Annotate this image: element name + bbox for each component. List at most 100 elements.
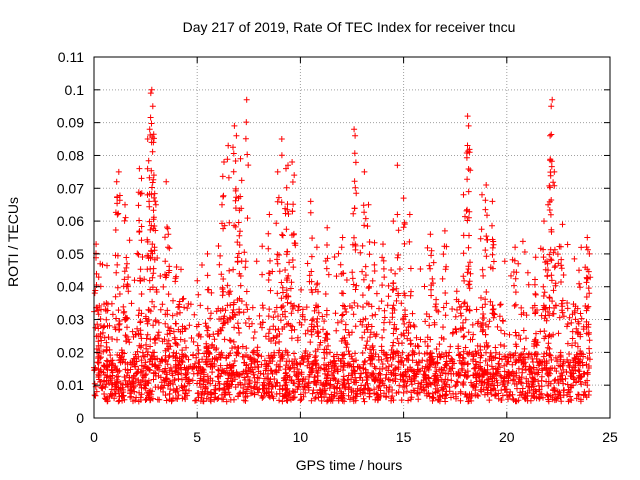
data-point: [503, 373, 510, 380]
data-point: [409, 310, 416, 317]
data-point: [160, 388, 167, 395]
data-point: [308, 268, 315, 275]
data-point: [464, 303, 471, 310]
data-point: [339, 335, 346, 342]
data-point: [391, 321, 398, 328]
data-point: [266, 306, 273, 313]
data-point: [568, 319, 575, 326]
data-point: [454, 379, 461, 386]
data-point: [182, 390, 189, 397]
data-point: [479, 304, 486, 311]
data-point: [424, 381, 430, 388]
data-point: [156, 362, 162, 369]
data-point: [428, 292, 435, 299]
data-point: [585, 285, 592, 292]
x-axis-label: GPS time / hours: [296, 457, 403, 473]
data-point: [566, 314, 573, 321]
data-point: [121, 396, 128, 403]
data-point: [270, 395, 277, 402]
data-point: [115, 373, 122, 380]
data-point: [98, 354, 104, 361]
data-point: [507, 351, 513, 357]
y-tick-label: 0.03: [57, 312, 84, 328]
data-point: [112, 390, 119, 397]
data-point: [166, 245, 173, 252]
data-point: [231, 358, 238, 364]
data-point: [429, 350, 435, 357]
x-axis-ticks: 0 5 10 15 20 25: [90, 57, 618, 445]
data-point: [149, 103, 156, 110]
data-point: [204, 250, 211, 257]
data-point: [286, 373, 293, 380]
data-point: [401, 332, 408, 339]
data-point: [157, 306, 164, 313]
data-point: [497, 341, 504, 348]
data-point: [109, 311, 116, 318]
data-point: [248, 384, 254, 391]
data-point: [361, 209, 368, 216]
data-point: [323, 362, 330, 369]
data-point: [362, 215, 369, 222]
data-point: [578, 350, 585, 357]
data-point: [114, 351, 121, 358]
data-point: [417, 336, 424, 343]
data-point: [138, 310, 145, 317]
data-point: [95, 360, 102, 366]
data-point: [359, 268, 366, 275]
data-point: [464, 142, 471, 149]
data-point: [351, 150, 358, 157]
data-point: [229, 345, 235, 352]
data-point: [234, 344, 241, 351]
data-point: [294, 337, 301, 344]
data-point: [323, 307, 330, 314]
data-point: [321, 387, 328, 394]
data-point: [318, 391, 325, 398]
data-point: [220, 368, 227, 375]
data-point: [360, 276, 367, 283]
data-point: [460, 334, 467, 340]
data-point: [211, 344, 217, 351]
data-point: [546, 312, 553, 319]
data-point: [366, 390, 373, 397]
data-point: [320, 326, 326, 333]
data-point: [283, 287, 290, 294]
data-point: [519, 366, 526, 373]
data-point: [244, 215, 251, 222]
data-point: [100, 369, 107, 376]
data-point: [375, 353, 382, 360]
data-point: [246, 315, 252, 322]
data-point: [175, 304, 182, 311]
data-point: [155, 319, 162, 326]
data-point: [540, 254, 547, 261]
data-point: [227, 288, 234, 295]
data-point: [232, 223, 239, 230]
data-point: [433, 307, 440, 314]
data-point: [586, 250, 593, 257]
data-point: [519, 358, 526, 364]
data-point: [95, 365, 102, 372]
data-point: [475, 373, 482, 379]
data-point: [109, 372, 116, 379]
data-point: [330, 383, 337, 390]
data-point: [323, 377, 330, 384]
data-point: [274, 260, 281, 267]
data-point: [524, 393, 531, 400]
data-point: [220, 387, 227, 393]
data-point: [286, 259, 293, 266]
data-point: [154, 355, 161, 362]
data-point: [432, 303, 439, 310]
data-point: [518, 391, 525, 398]
data-point: [551, 246, 558, 253]
data-point: [289, 208, 296, 215]
data-point: [490, 355, 497, 362]
data-point: [498, 387, 505, 394]
data-point: [149, 241, 156, 248]
data-point: [204, 272, 211, 279]
data-point: [283, 251, 290, 258]
data-point: [217, 362, 224, 369]
data-point: [291, 172, 298, 179]
data-point: [424, 364, 431, 370]
data-point: [441, 243, 448, 250]
data-point: [362, 345, 369, 352]
data-point: [267, 287, 274, 294]
